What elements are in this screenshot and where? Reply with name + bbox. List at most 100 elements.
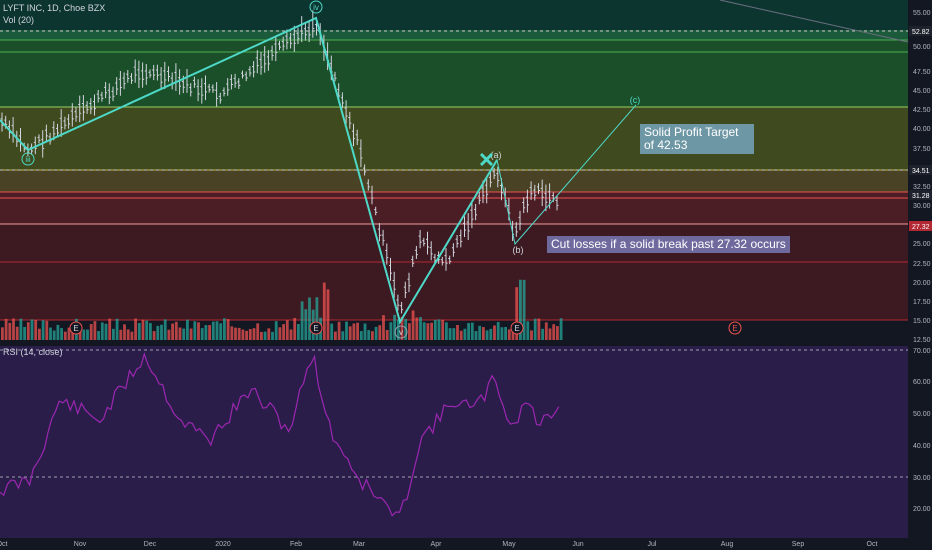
volume-bar <box>63 331 67 340</box>
cross-marker-icon <box>479 152 494 167</box>
volume-bar <box>326 289 330 340</box>
symbol-legend[interactable]: LYFT INC, 1D, Choe BZX <box>3 3 106 13</box>
wave-label-v[interactable]: v <box>394 325 408 339</box>
svg-text:v: v <box>399 328 403 337</box>
volume-bar <box>478 325 482 340</box>
price-tick: 50.00 <box>913 44 931 51</box>
volume-bar <box>308 297 311 340</box>
price-tick: 15.00 <box>913 318 931 325</box>
volume-bar <box>541 328 544 340</box>
volume-bar <box>19 318 23 340</box>
rsi-tick: 20.00 <box>913 506 931 513</box>
rsi-tick: 70.00 <box>913 348 931 355</box>
volume-bar <box>230 326 234 340</box>
time-tick: 2020 <box>215 541 231 548</box>
earnings-marker[interactable]: E <box>510 321 524 335</box>
volume-bar <box>267 328 271 340</box>
wave-label-iv[interactable]: iv <box>309 0 323 14</box>
earnings-marker[interactable]: E <box>309 321 323 335</box>
price-tick: 20.00 <box>913 280 931 287</box>
volume-bar <box>426 323 430 340</box>
rsi-legend[interactable]: RSI (14, close) <box>3 347 63 357</box>
volume-bar <box>363 323 367 340</box>
price-tick: 37.50 <box>913 146 931 153</box>
volume-bar <box>248 329 252 340</box>
volume-bar <box>67 327 71 340</box>
volume-bar <box>186 319 189 340</box>
profit-target-callout[interactable]: Solid Profit Target of 42.53 <box>640 124 754 154</box>
earnings-marker[interactable]: E <box>69 321 83 335</box>
price-tick: 45.00 <box>913 88 931 95</box>
price-tick: 47.50 <box>913 69 931 76</box>
volume-bar <box>515 287 519 340</box>
volume-bar <box>378 325 382 340</box>
volume-bar <box>530 330 533 340</box>
volume-bar <box>474 331 478 340</box>
wave-label-iii[interactable]: iii <box>21 152 35 166</box>
volume-bar <box>56 324 60 340</box>
volume-bar <box>293 318 297 340</box>
volume-bar <box>23 326 26 340</box>
volume-bar <box>371 331 374 340</box>
volume-bar <box>30 319 34 340</box>
volume-bar <box>223 318 226 340</box>
volume-bar <box>430 322 433 340</box>
volume-bar <box>282 324 285 340</box>
volume-bar <box>93 321 97 340</box>
volume-bar <box>252 328 256 340</box>
volume-bar <box>445 322 448 340</box>
rsi-tick: 30.00 <box>913 475 931 482</box>
time-tick: Apr <box>431 541 443 548</box>
price-tag: 31.28 <box>909 190 932 200</box>
volume-bar <box>52 330 56 340</box>
wave-label-c[interactable]: (c) <box>630 95 641 105</box>
volume-bar <box>1 327 4 340</box>
volume-bar <box>374 326 378 340</box>
volume-bar <box>152 331 156 340</box>
volume-bar <box>82 329 86 340</box>
volume-bar <box>241 329 245 340</box>
wave-label-b[interactable]: (b) <box>513 245 524 255</box>
earnings-marker[interactable]: E <box>728 321 742 335</box>
volume-bar <box>537 318 541 340</box>
volume-bar <box>322 282 326 340</box>
time-tick: Feb <box>290 541 302 548</box>
svg-text:31.28: 31.28 <box>912 193 930 200</box>
volume-bar <box>422 322 426 340</box>
volume-bar <box>245 330 248 340</box>
volume-legend[interactable]: Vol (20) <box>3 15 35 25</box>
volume-bar <box>482 327 485 340</box>
volume-bar <box>415 317 419 340</box>
price-tag: 52.82 <box>909 26 932 36</box>
volume-bar <box>441 319 445 340</box>
stop-loss-callout[interactable]: Cut losses if a solid break past 27.32 o… <box>547 236 790 253</box>
price-tag: 34.51 <box>909 165 932 175</box>
volume-bar <box>211 321 215 340</box>
volume-bar <box>189 328 193 340</box>
volume-bar <box>86 329 89 340</box>
svg-text:E: E <box>514 324 519 333</box>
price-tick: 32.50 <box>913 184 931 191</box>
volume-bar <box>156 325 160 340</box>
volume-bar <box>104 323 108 340</box>
volume-bar <box>437 319 441 340</box>
volume-bar <box>49 327 52 340</box>
wave-label-a[interactable]: (a) <box>491 150 502 160</box>
volume-bar <box>334 331 337 340</box>
rsi-tick: 50.00 <box>913 411 931 418</box>
wave-projection-line <box>399 104 637 323</box>
volume-bar <box>123 324 126 340</box>
volume-bar <box>160 324 163 340</box>
volume-bar <box>345 321 348 340</box>
time-axis[interactable]: Oct Nov Dec 2020 Feb Mar Apr May Jun Jul Aug Sep Oct <box>0 541 877 548</box>
price-tick: 30.00 <box>913 203 931 210</box>
price-tick: 25.00 <box>913 241 931 248</box>
volume-bar <box>337 321 341 340</box>
volume-bar <box>97 331 100 340</box>
rsi-axis[interactable]: 70.00 60.00 50.00 40.00 30.00 20.00 <box>913 348 931 513</box>
volume-bar <box>171 323 174 340</box>
volume-bar <box>548 328 552 340</box>
volume-bar <box>130 331 134 340</box>
volume-bar <box>100 322 104 340</box>
